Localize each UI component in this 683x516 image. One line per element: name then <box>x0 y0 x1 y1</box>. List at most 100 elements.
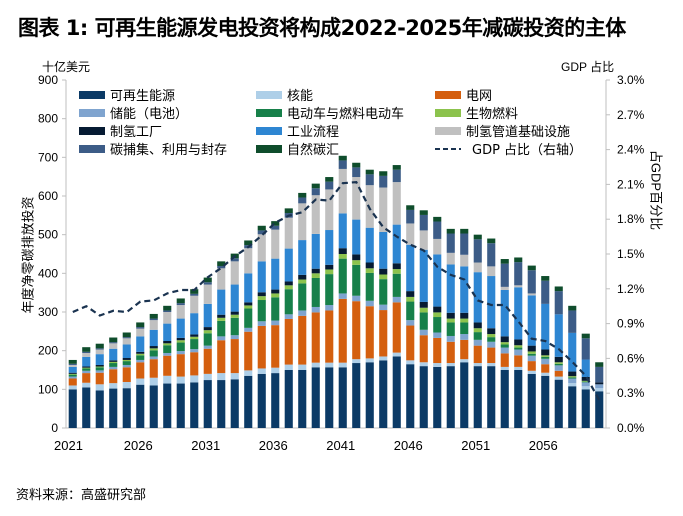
bar-segment <box>527 265 536 271</box>
bar-segment <box>554 291 563 315</box>
gdp-line-layer <box>72 180 601 401</box>
bar-segment <box>230 317 239 336</box>
bar-segment <box>581 389 590 428</box>
bar-segment <box>244 308 253 328</box>
bar-segment <box>554 356 563 363</box>
bar-segment <box>82 351 91 353</box>
bar-segment <box>568 377 577 379</box>
bar-segment <box>392 263 401 270</box>
bar-segment <box>460 266 469 313</box>
bar-segment <box>392 352 401 357</box>
bar-segment <box>514 349 523 356</box>
bar-segment <box>136 362 145 379</box>
bar-segment <box>82 373 91 383</box>
bar-segment <box>122 359 131 362</box>
bar-segment <box>122 344 131 359</box>
bar-segment <box>163 323 172 341</box>
left-tick-label: 300 <box>38 305 58 319</box>
legend-item: 制氢工厂 <box>79 125 162 140</box>
right-tick-label: 2.7% <box>617 108 645 122</box>
bar-segment <box>541 375 550 428</box>
bar-segment <box>541 358 550 365</box>
bar-segment <box>257 321 266 326</box>
bar-segment <box>163 355 172 376</box>
bar-segment <box>257 296 266 301</box>
left-tick-label: 400 <box>38 266 58 280</box>
left-tick-label: 900 <box>38 73 58 87</box>
bar-segment <box>217 320 226 337</box>
bar-stack-2054 <box>514 257 523 428</box>
bar-segment <box>460 233 469 255</box>
bar-segment <box>446 264 455 313</box>
bar-stack-2057 <box>554 286 563 428</box>
bars <box>68 155 604 428</box>
bar-segment <box>95 390 104 428</box>
bar-segment <box>446 363 455 367</box>
bar-segment <box>487 276 496 329</box>
bar-segment <box>338 213 347 249</box>
left-tick-label: 800 <box>38 112 58 126</box>
bar-segment <box>230 335 239 340</box>
legend-item: 制氢管道基础设施 <box>435 125 570 140</box>
bar-segment <box>500 263 509 287</box>
bar-segment <box>284 314 293 319</box>
bar-segment <box>325 269 334 275</box>
bar-stack-2029 <box>176 298 185 428</box>
bar-segment <box>392 273 401 297</box>
bar-segment <box>68 385 77 390</box>
bar-segment <box>217 340 226 374</box>
bar-segment <box>325 181 334 190</box>
bar-segment <box>527 353 536 356</box>
bar-segment <box>82 352 91 357</box>
bar-segment <box>595 362 604 367</box>
bar-segment <box>298 192 307 198</box>
right-tick-label: 0.6% <box>617 351 645 365</box>
bar-segment <box>365 362 374 428</box>
bar-segment <box>406 209 415 224</box>
bar-segment <box>284 289 293 315</box>
bar-stack-2044 <box>379 171 388 428</box>
bar-segment <box>257 261 266 293</box>
bar-segment <box>352 254 361 261</box>
bar-segment <box>379 171 388 176</box>
bar-segment <box>325 230 334 265</box>
bar-segment <box>379 274 388 280</box>
bar-segment <box>257 230 266 235</box>
bar-segment <box>595 388 604 392</box>
bar-segment <box>271 221 280 226</box>
bar-segment <box>500 353 509 367</box>
bar-segment <box>68 389 77 428</box>
bar-segment <box>338 248 347 254</box>
bar-segment <box>500 336 509 343</box>
bar-segment <box>122 381 131 389</box>
bar-segment <box>68 373 77 375</box>
legend-label: 核能 <box>287 89 313 104</box>
legend-swatch <box>256 109 282 117</box>
bar-segment <box>284 281 293 286</box>
bar-segment <box>568 310 577 333</box>
bar-segment <box>298 279 307 284</box>
bar-stack-2045 <box>392 165 401 428</box>
x-tick-label: 2056 <box>529 438 558 453</box>
bar-segment <box>257 292 266 297</box>
bar-segment <box>298 364 307 370</box>
left-tick-label: 600 <box>38 189 58 203</box>
bar-segment <box>460 362 469 428</box>
bar-stack-2027 <box>149 313 158 428</box>
bar-segment <box>203 345 212 349</box>
bar-segment <box>203 333 212 346</box>
legend-label: 制氢工厂 <box>110 125 162 140</box>
bar-segment <box>244 248 253 274</box>
bar-segment <box>379 304 388 311</box>
bar-segment <box>338 168 347 214</box>
bar-segment <box>149 359 158 378</box>
bar-segment <box>392 165 401 170</box>
bar-segment <box>109 343 118 349</box>
bar-segment <box>446 341 455 364</box>
bar-segment <box>527 373 536 428</box>
bar-segment <box>68 359 77 364</box>
bar-segment <box>487 334 496 338</box>
legend-swatch <box>435 127 461 135</box>
bar-segment <box>190 352 199 376</box>
bar-stack-2047 <box>419 210 428 428</box>
